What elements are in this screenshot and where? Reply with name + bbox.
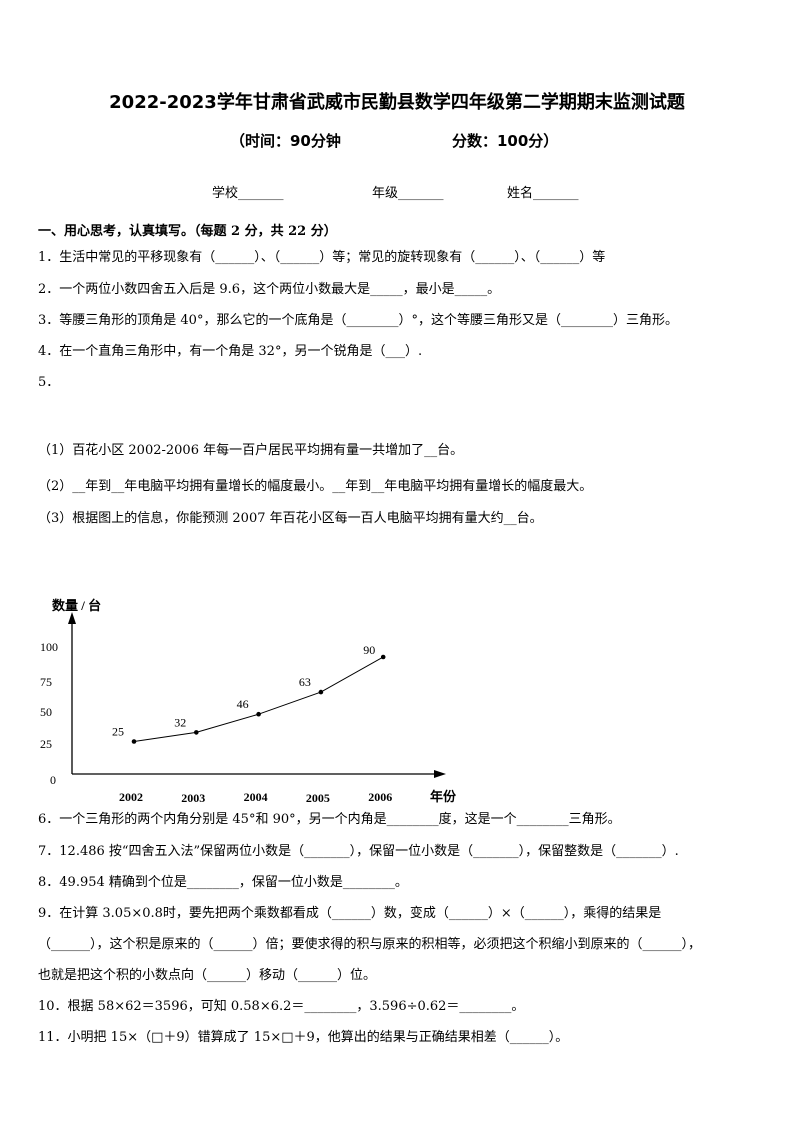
- exam-score: 分数：100分）: [452, 132, 559, 150]
- line-chart: 数量 / 台年份 0 25 50 75 100 25 2002 32 2003 46 2004 63 20…: [40, 598, 457, 805]
- question-6: 6．一个三角形的两个内角分别是 45°和 90°，另一个内角是________度…: [38, 812, 621, 827]
- question-2: 2．一个两位小数四舍五入后是 9.6，这个两位小数最大是_____，最小是___…: [38, 282, 501, 297]
- question-11: 11．小明把 15×（□＋9）错算成了 15×□＋9，他算出的结果与正确结果相差…: [38, 1030, 569, 1045]
- question-4: 4．在一个直角三角形中，有一个角是 32°，另一个锐角是（___）.: [38, 344, 423, 359]
- data-point: [131, 739, 137, 744]
- x-axis-arrow: [434, 770, 446, 778]
- x-tick-label: 2005: [306, 791, 330, 805]
- question-5-part-3: （3）根据图上的信息，你能预测 2007 年百花小区每一百人电脑平均拥有量大约_…: [38, 511, 543, 526]
- y-tick-label: 75: [40, 675, 52, 689]
- question-9-line-2: （______），这个积是原来的（______）倍；要使求得的积与原来的积相等，…: [38, 937, 702, 952]
- data-label: 46: [237, 697, 249, 711]
- data-label: 63: [299, 675, 311, 689]
- exam-time: （时间：90分钟: [230, 132, 341, 150]
- question-9-line-3: 也就是把这个积的小数点向（______）移动（______）位。: [38, 968, 377, 983]
- x-axis-label: 年份: [430, 789, 457, 804]
- data-line: [133, 656, 384, 742]
- question-8: 8．49.954 精确到个位是________，保留一位小数是________。: [38, 875, 408, 890]
- question-1: 1．生活中常见的平移现象有（______）、（______）等；常见的旋转现象有…: [38, 250, 606, 265]
- data-point: [256, 711, 261, 717]
- name-field: 姓名_______: [507, 186, 579, 201]
- x-tick-label: 2006: [368, 790, 392, 804]
- question-3: 3．等腰三角形的顶角是 40°，那么它的一个底角是（________）°，这个等…: [38, 313, 678, 328]
- question-10: 10．根据 58×62＝3596，可知 0.58×6.2＝________，3.…: [38, 999, 525, 1014]
- y-axis-label: 数量 / 台: [52, 598, 101, 613]
- school-field: 学校_______: [212, 186, 284, 201]
- y-tick-label: 50: [40, 705, 52, 719]
- grade-field: 年级_______: [372, 186, 444, 201]
- question-9-line-1: 9．在计算 3.05×0.8时，要先把两个乘数都看成（______）数，变成（_…: [38, 906, 662, 921]
- data-point: [194, 730, 199, 735]
- x-tick-label: 2004: [244, 790, 268, 804]
- data-point: [380, 654, 386, 660]
- data-label: 25: [112, 725, 124, 739]
- y-tick-label: 0: [50, 773, 56, 787]
- y-axis-arrow: [68, 612, 76, 624]
- y-tick-label: 100: [40, 640, 58, 654]
- question-5-part-1: （1）百花小区 2002-2006 年每一百户居民平均拥有量一共增加了__台。: [38, 443, 464, 458]
- y-tick-label: 25: [40, 737, 52, 751]
- x-tick-label: 2002: [119, 790, 143, 804]
- data-point: [318, 689, 324, 695]
- section-heading: 一、用心思考，认真填写。（每题 2 分，共 22 分）: [38, 224, 337, 239]
- question-5-part-2: （2）__年到__年电脑平均拥有量增长的幅度最小。__年到__年电脑平均拥有量增…: [38, 479, 593, 494]
- data-label: 90: [363, 643, 375, 657]
- page-title: 2022-2023学年甘肃省武威市民勤县数学四年级第二学期期末监测试题: [109, 92, 685, 113]
- data-label: 32: [174, 715, 186, 729]
- x-tick-label: 2003: [181, 791, 205, 805]
- question-7: 7．12.486 按“四舍五入法”保留两位小数是（_______），保留一位小数…: [38, 844, 679, 859]
- question-5: 5．: [38, 375, 60, 390]
